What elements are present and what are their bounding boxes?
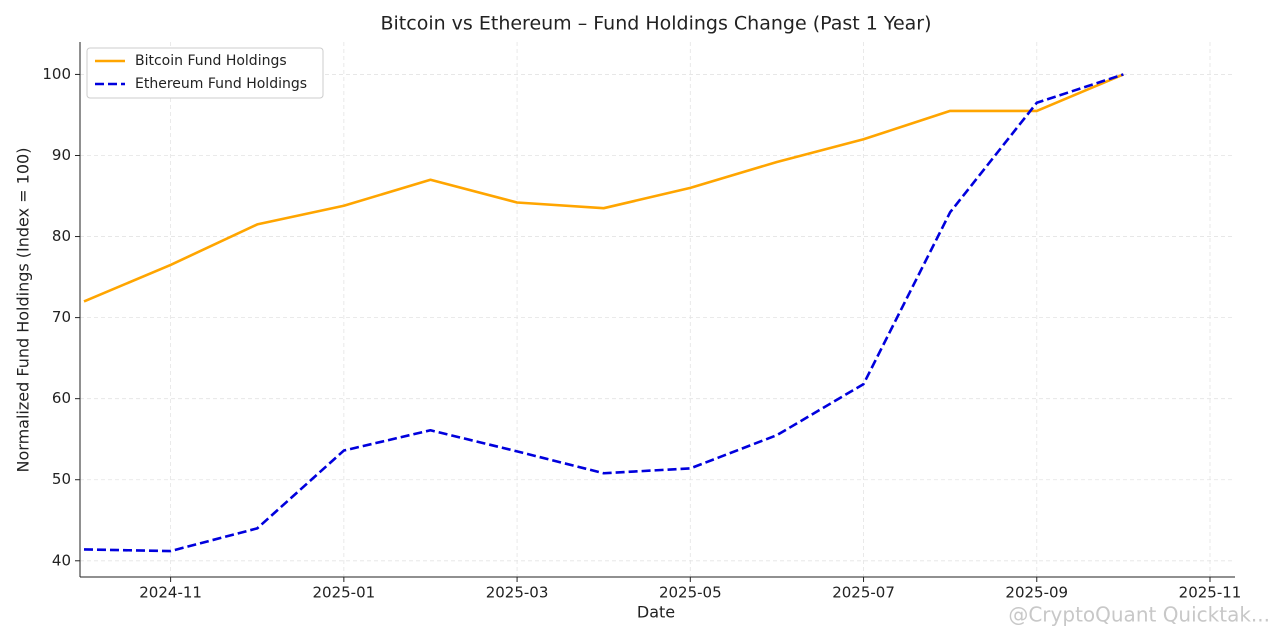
y-tick-label: 90	[52, 146, 71, 164]
x-tick-label: 2025-11	[1179, 584, 1242, 602]
chart-title: Bitcoin vs Ethereum – Fund Holdings Chan…	[380, 13, 931, 35]
legend: Bitcoin Fund Holdings Ethereum Fund Holdi…	[86, 47, 324, 99]
legend-box	[86, 47, 324, 99]
y-tick-label: 60	[52, 389, 71, 407]
y-tick-label: 40	[52, 551, 71, 569]
y-axis-label: Normalized Fund Holdings (Index = 100)	[14, 148, 33, 473]
x-tick-label: 2025-03	[486, 584, 549, 602]
x-tick-label: 2025-01	[313, 584, 376, 602]
legend-label: Ethereum Fund Holdings	[135, 76, 307, 92]
x-axis-label: Date	[637, 603, 675, 622]
series-line	[83, 73, 1124, 303]
x-tick-label: 2025-09	[1005, 584, 1068, 602]
x-tick-label: 2025-07	[832, 584, 895, 602]
legend-label: Bitcoin Fund Holdings	[135, 53, 287, 69]
x-tick-label: 2024-11	[139, 584, 202, 602]
y-tick-label: 80	[52, 227, 71, 245]
y-tick-label: 50	[52, 470, 71, 488]
y-tick-label: 100	[42, 65, 71, 83]
watermark: @CryptoQuant Quicktak...	[1008, 603, 1270, 627]
series-line	[83, 73, 1124, 553]
x-tick-label: 2025-05	[659, 584, 722, 602]
y-tick-label: 70	[52, 308, 71, 326]
